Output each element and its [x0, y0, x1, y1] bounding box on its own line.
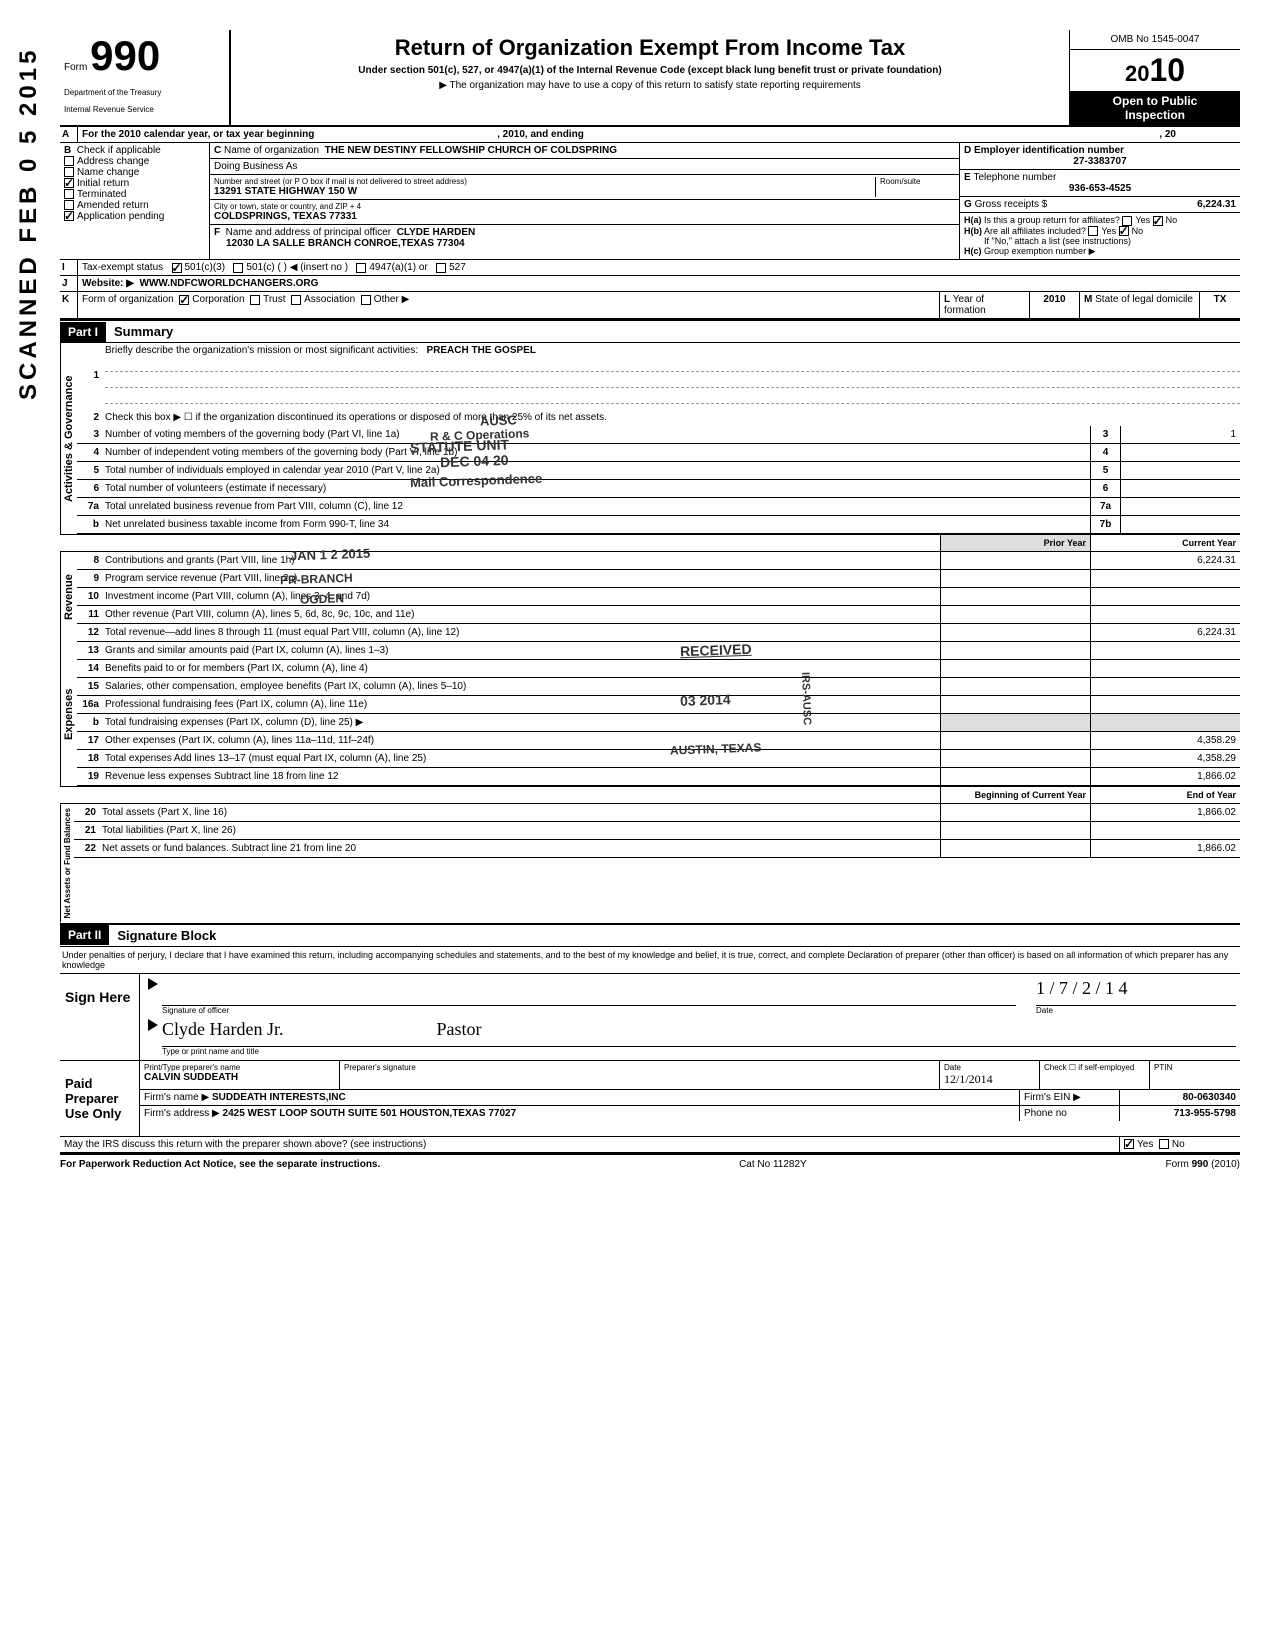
- omb-cell: OMB No 1545-0047 2010 Open to Public Ins…: [1070, 30, 1240, 125]
- form-number-cell: Form 990 Department of the Treasury Inte…: [60, 30, 230, 125]
- form-label: Form: [64, 62, 87, 73]
- sign-here-row: Sign Here Signature of officer 1 / 7 / 2…: [60, 974, 1240, 1061]
- phone: 936-653-4525: [964, 183, 1236, 194]
- chk-app[interactable]: [64, 211, 74, 221]
- col-right: D Employer identification number 27-3383…: [960, 143, 1240, 259]
- arrow-icon: [148, 1019, 158, 1031]
- chk-initial[interactable]: [64, 178, 74, 188]
- form-header: Form 990 Department of the Treasury Inte…: [60, 30, 1240, 127]
- open-public: Open to Public Inspection: [1070, 91, 1240, 125]
- preparer-row: Paid Preparer Use Only Print/Type prepar…: [60, 1061, 1240, 1137]
- officer-addr: 12030 LA SALLE BRANCH CONROE,TEXAS 77304: [226, 238, 955, 249]
- form-year: 2010: [1070, 50, 1240, 91]
- beg-year-hdr: Beginning of Current Year: [940, 787, 1090, 803]
- l18-val: 4,358.29: [1090, 750, 1240, 767]
- l19-val: 1,866.02: [1090, 768, 1240, 785]
- footer-left: For Paperwork Reduction Act Notice, see …: [60, 1159, 380, 1170]
- part2-header: Part II Signature Block: [60, 923, 1240, 947]
- ein: 27-3383707: [964, 156, 1236, 167]
- side-gov: Activities & Governance: [60, 343, 77, 534]
- omb-no: OMB No 1545-0047: [1070, 30, 1240, 50]
- officer-name: CLYDE HARDEN: [397, 227, 476, 238]
- footer-right: Form 990 (2010): [1166, 1159, 1240, 1170]
- l12-val: 6,224.31: [1090, 624, 1240, 641]
- mission: PREACH THE GOSPEL: [427, 345, 536, 356]
- net-section: Net Assets or Fund Balances 20Total asse…: [60, 804, 1240, 922]
- website: WWW.NDFCWORLDCHANGERS.ORG: [140, 278, 319, 289]
- org-name: THE NEW DESTINY FELLOWSHIP CHURCH OF COL…: [325, 145, 617, 156]
- end-year-hdr: End of Year: [1090, 787, 1240, 803]
- sig-date: 1 / 7 / 2 / 1 4: [1036, 978, 1236, 1006]
- firm-addr: 2425 WEST LOOP SOUTH SUITE 501 HOUSTON,T…: [223, 1108, 517, 1119]
- firm-phone: 713-955-5798: [1120, 1106, 1240, 1121]
- dept1: Department of the Treasury: [64, 88, 225, 97]
- discuss-row: May the IRS discuss this return with the…: [60, 1137, 1240, 1153]
- col-c: C Name of organization THE NEW DESTINY F…: [210, 143, 960, 259]
- typed-title: Pastor: [437, 1019, 482, 1039]
- typed-name: Clyde Harden Jr.: [162, 1019, 283, 1039]
- firm-name: SUDDEATH INTERESTS,INC: [212, 1092, 346, 1103]
- curr-year-hdr: Current Year: [1090, 535, 1240, 551]
- chk-address[interactable]: [64, 156, 74, 166]
- footer-mid: Cat No 11282Y: [739, 1159, 807, 1170]
- l3-val: 1: [1120, 426, 1240, 443]
- expenses-section: Expenses 13Grants and similar amounts pa…: [60, 642, 1240, 786]
- sign-here-lbl: Sign Here: [60, 974, 140, 1060]
- side-net: Net Assets or Fund Balances: [60, 804, 74, 922]
- firm-ein: 80-0630340: [1120, 1090, 1240, 1105]
- dept2: Internal Revenue Service: [64, 105, 225, 114]
- footer: For Paperwork Reduction Act Notice, see …: [60, 1153, 1240, 1170]
- year-formation: 2010: [1030, 292, 1080, 318]
- l20-val: 1,866.02: [1090, 804, 1240, 821]
- paid-prep-lbl: Paid Preparer Use Only: [60, 1061, 140, 1136]
- l8-val: 6,224.31: [1090, 552, 1240, 569]
- l22-val: 1,866.02: [1090, 840, 1240, 857]
- chk-term[interactable]: [64, 189, 74, 199]
- arrow-icon: [148, 978, 158, 990]
- form-number: 990: [90, 32, 160, 79]
- side-exp: Expenses: [60, 642, 77, 786]
- line-j: J Website: ▶ WWW.NDFCWORLDCHANGERS.ORG: [60, 276, 1240, 292]
- gov-section: Activities & Governance 1 Briefly descri…: [60, 343, 1240, 534]
- col-b: B Check if applicable Address change Nam…: [60, 143, 210, 259]
- org-city: COLDSPRINGS, TEXAS 77331: [214, 211, 955, 222]
- revenue-section: Revenue 8Contributions and grants (Part …: [60, 552, 1240, 642]
- header-block: B Check if applicable Address change Nam…: [60, 143, 1240, 260]
- prep-name: CALVIN SUDDEATH: [144, 1072, 335, 1083]
- gross-receipts: 6,224.31: [1197, 199, 1236, 210]
- form-subtitle: Under section 501(c), 527, or 4947(a)(1)…: [241, 65, 1059, 76]
- chk-discuss-no[interactable]: [1159, 1139, 1169, 1149]
- side-rev: Revenue: [60, 552, 77, 642]
- form-note: ▶ The organization may have to use a cop…: [241, 80, 1059, 91]
- org-addr: 13291 STATE HIGHWAY 150 W: [214, 186, 875, 197]
- state-domicile: TX: [1200, 292, 1240, 318]
- line-a: A For the 2010 calendar year, or tax yea…: [60, 127, 1240, 143]
- prior-year-hdr: Prior Year: [940, 535, 1090, 551]
- line-k: K Form of organization Corporation Trust…: [60, 292, 1240, 319]
- line-i: I Tax-exempt status 501(c)(3) 501(c) ( )…: [60, 260, 1240, 276]
- chk-discuss-yes[interactable]: [1124, 1139, 1134, 1149]
- title-cell: Return of Organization Exempt From Incom…: [230, 30, 1070, 125]
- scanned-stamp: SCANNED FEB 0 5 2015: [15, 47, 43, 400]
- part1-header: Part I Summary: [60, 319, 1240, 343]
- jurat: Under penalties of perjury, I declare th…: [60, 947, 1240, 974]
- prep-date: 12/1/2014: [944, 1072, 1035, 1087]
- l17-val: 4,358.29: [1090, 732, 1240, 749]
- officer-signature[interactable]: [162, 978, 1016, 1006]
- form-title: Return of Organization Exempt From Incom…: [241, 35, 1059, 61]
